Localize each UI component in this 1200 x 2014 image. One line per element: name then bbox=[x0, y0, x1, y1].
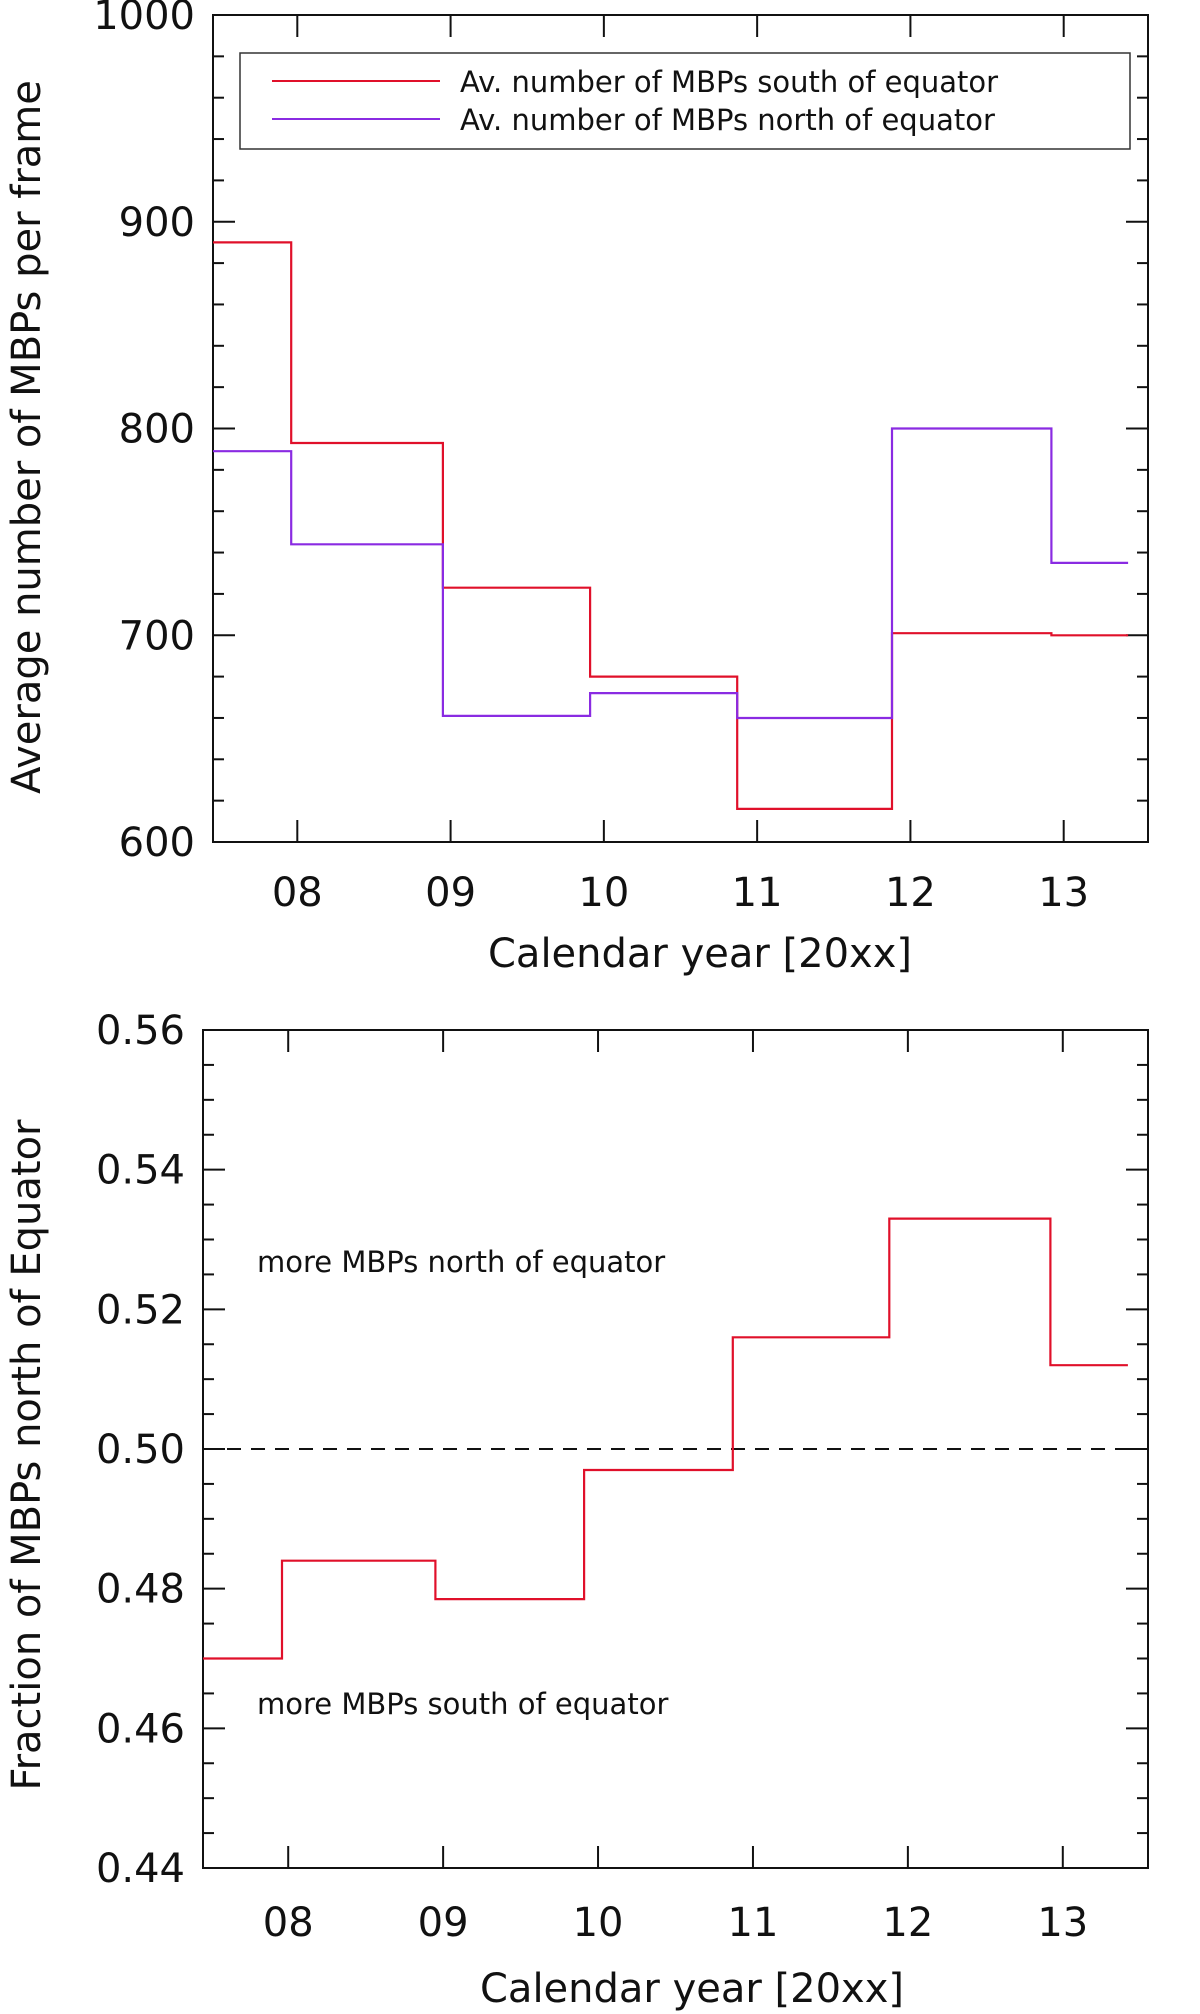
x-tick-label: 13 bbox=[1038, 870, 1089, 916]
x-tick-label: 09 bbox=[418, 1900, 469, 1946]
y-tick-label: 0.46 bbox=[96, 1706, 185, 1752]
y-tick-label: 0.50 bbox=[96, 1427, 185, 1473]
series-line-north bbox=[213, 427, 1129, 720]
annotation-south: more MBPs south of equator bbox=[257, 1687, 668, 1721]
legend-top: Av. number of MBPs south of equator Av. … bbox=[239, 52, 1131, 150]
x-tick-label: 08 bbox=[263, 1900, 314, 1946]
axes-top: 600 700 800 900 1000 08 09 10 11 12 13 bbox=[93, 0, 1148, 916]
y-tick-label: 700 bbox=[119, 613, 195, 659]
x-axis-title-top: Calendar year [20xx] bbox=[488, 931, 912, 977]
x-tick-label: 12 bbox=[885, 870, 936, 916]
x-tick-label: 10 bbox=[578, 870, 629, 916]
series-line-south bbox=[213, 241, 1129, 810]
series-bottom bbox=[203, 1217, 1128, 1660]
legend-south-label: Av. number of MBPs south of equator bbox=[460, 65, 998, 99]
panel-bottom: 0.44 0.46 0.48 0.50 0.52 0.54 0.56 08 09 10 11 12 13… bbox=[4, 1008, 1149, 2012]
panel-top: 600 700 800 900 1000 08 09 10 11 12 13 Av. number … bbox=[4, 0, 1149, 977]
series-top bbox=[213, 241, 1129, 810]
axes-bottom: 0.44 0.46 0.48 0.50 0.52 0.54 0.56 08 09 10 11 12 13 bbox=[96, 1008, 1148, 1946]
x-tick-label: 11 bbox=[728, 1900, 779, 1946]
y-tick-label: 1000 bbox=[93, 0, 195, 39]
legend-box bbox=[239, 52, 1131, 150]
legend-north-label: Av. number of MBPs north of equator bbox=[460, 103, 995, 137]
y-tick-label: 0.56 bbox=[96, 1008, 185, 1054]
x-tick-label: 13 bbox=[1037, 1900, 1088, 1946]
y-tick-label: 0.52 bbox=[96, 1287, 185, 1333]
y-tick-label: 800 bbox=[119, 407, 195, 453]
x-tick-label: 11 bbox=[732, 870, 783, 916]
y-axis-title-bottom: Fraction of MBPs north of Equator bbox=[4, 1119, 50, 1791]
y-tick-label: 0.48 bbox=[96, 1567, 185, 1613]
series-line-fraction bbox=[203, 1217, 1128, 1660]
annotation-north: more MBPs north of equator bbox=[257, 1245, 665, 1279]
y-tick-label: 600 bbox=[119, 820, 195, 866]
x-tick-label: 12 bbox=[882, 1900, 933, 1946]
x-axis-title-bottom: Calendar year [20xx] bbox=[480, 1966, 904, 2012]
y-axis-title-top: Average number of MBPs per frame bbox=[4, 80, 50, 794]
y-tick-label: 900 bbox=[119, 200, 195, 246]
x-tick-label: 09 bbox=[425, 870, 476, 916]
x-tick-label: 08 bbox=[272, 870, 323, 916]
x-tick-label: 10 bbox=[573, 1900, 624, 1946]
y-tick-label: 0.54 bbox=[96, 1148, 185, 1194]
y-tick-label: 0.44 bbox=[96, 1846, 185, 1892]
